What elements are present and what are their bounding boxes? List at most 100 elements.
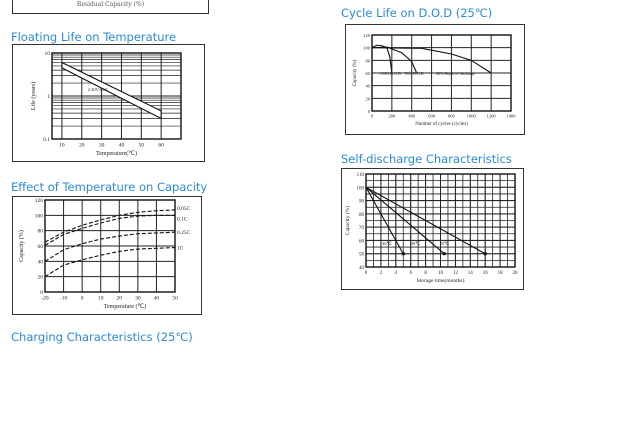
temp-series-line bbox=[44, 231, 176, 262]
cycle-life-title: Cycle Life on D.O.D (25℃) bbox=[341, 6, 493, 20]
floating-life-annotation: 2.30V/Cell bbox=[88, 87, 109, 92]
temp-series-line bbox=[44, 246, 176, 278]
temp-x-tick-label: 50 bbox=[172, 296, 178, 302]
temp-x-axis-label: Temperature (℃) bbox=[104, 303, 146, 310]
selfdis-x-tick-label: 16 bbox=[483, 271, 489, 276]
floating-y-tick-label: 10 bbox=[45, 51, 51, 57]
temp-y-tick-label: 40 bbox=[38, 259, 44, 265]
temp-y-tick-label: 80 bbox=[38, 229, 44, 235]
temp-series-label: 0.05C bbox=[177, 206, 191, 212]
selfdis-x-tick-label: 20 bbox=[513, 271, 519, 276]
cycle-x-tick-label: 200 bbox=[388, 114, 396, 119]
temp-y-tick-label: 60 bbox=[38, 244, 44, 250]
selfdis-x-axis-label: Storage time(months) bbox=[417, 277, 465, 284]
floating-x-tick-label: 10 bbox=[59, 143, 65, 149]
temp-series-label: 0.1C bbox=[177, 216, 188, 222]
floating-x-tick-label: 30 bbox=[99, 143, 105, 149]
cycle-y-tick-label: 20 bbox=[366, 96, 371, 101]
temp-series-label: 0.25C bbox=[177, 230, 191, 236]
temp-y-tick-label: 20 bbox=[38, 275, 44, 281]
cycle-x-tick-label: 1400 bbox=[507, 114, 517, 119]
floating-x-tick-label: 60 bbox=[158, 143, 164, 149]
temp-x-tick-label: 20 bbox=[117, 296, 123, 302]
floating-x-axis-label: Temperature(℃) bbox=[96, 150, 137, 157]
temp-x-tick-label: -20 bbox=[41, 296, 49, 302]
selfdis-series-label: 20℃ bbox=[439, 241, 450, 246]
temp-series-label: 1C bbox=[177, 246, 184, 252]
selfdis-x-tick-label: 14 bbox=[468, 271, 474, 276]
temp-series-line bbox=[44, 209, 176, 243]
cycle-series-label: 100% D.O.D bbox=[380, 71, 401, 76]
self-discharge-chart-box bbox=[341, 168, 524, 290]
selfdis-y-tick-label: 70 bbox=[359, 226, 365, 231]
temp-y-axis-label: Capacity (%) bbox=[18, 230, 25, 262]
cycle-x-tick-label: 800 bbox=[448, 114, 456, 119]
selfdis-y-tick-label: 110 bbox=[357, 173, 365, 178]
temp-y-tick-label: 120 bbox=[35, 198, 44, 204]
cycle-x-tick-label: 1200 bbox=[487, 114, 497, 119]
selfdis-series-label: 40℃ bbox=[382, 241, 393, 246]
selfdis-end-marker bbox=[442, 252, 446, 256]
selfdis-y-tick-label: 40 bbox=[359, 266, 365, 271]
cycle-x-tick-label: 0 bbox=[371, 114, 374, 119]
floating-x-tick-label: 20 bbox=[79, 143, 85, 149]
temp-series-line bbox=[44, 214, 175, 246]
selfdis-x-tick-label: 12 bbox=[453, 271, 459, 276]
cycle-x-tick-label: 400 bbox=[408, 114, 416, 119]
temp-x-tick-label: 0 bbox=[81, 296, 84, 302]
cycle-series-line bbox=[371, 47, 492, 74]
selfdis-series-line bbox=[365, 186, 486, 255]
cycle-y-axis-label: Capacity (%) bbox=[353, 59, 358, 86]
charging-characteristics-title: Charging Characteristics (25℃) bbox=[11, 330, 193, 344]
cycle-x-tick-label: 600 bbox=[428, 114, 436, 119]
temp-x-tick-label: 40 bbox=[154, 296, 160, 302]
self-discharge-title: Self-discharge Characteristics bbox=[341, 152, 512, 166]
selfdis-x-tick-label: 4 bbox=[395, 271, 398, 276]
residual-capacity-xlabel: Residual Capacity (%) bbox=[76, 1, 145, 8]
selfdis-x-tick-label: 10 bbox=[438, 271, 444, 276]
cycle-y-tick-label: 100 bbox=[363, 46, 371, 51]
selfdis-end-marker bbox=[483, 252, 487, 256]
selfdis-x-tick-label: 8 bbox=[424, 271, 427, 276]
cycle-series-line bbox=[371, 44, 393, 74]
cycle-y-tick-label: 0 bbox=[368, 109, 371, 114]
cycle-y-tick-label: 120 bbox=[363, 33, 371, 38]
temp-plot-frame bbox=[44, 199, 176, 293]
selfdis-x-tick-label: 0 bbox=[365, 271, 368, 276]
cycle-y-tick-label: 40 bbox=[366, 84, 371, 89]
selfdis-y-tick-label: 60 bbox=[359, 239, 365, 244]
residual-capacity-chart-box: Residual Capacity (%) bbox=[12, 0, 209, 14]
selfdis-y-axis-label: Capacity (%) bbox=[344, 206, 351, 235]
floating-x-tick-label: 50 bbox=[139, 143, 145, 149]
selfdis-plot-frame bbox=[365, 173, 516, 268]
floating-life-title: Floating Life on Temperature bbox=[11, 30, 177, 44]
cycle-x-tick-label: 1000 bbox=[467, 114, 477, 119]
temp-y-tick-label: 100 bbox=[35, 213, 44, 219]
cycle-series-label: 30% Depth of discharge bbox=[436, 71, 475, 76]
floating-y-tick-label: 0.1 bbox=[43, 137, 50, 143]
floating-y-axis-label: Life (years) bbox=[30, 82, 37, 110]
selfdis-series-line bbox=[365, 186, 445, 255]
temp-x-tick-label: 10 bbox=[98, 296, 104, 302]
selfdis-end-marker bbox=[401, 252, 405, 256]
temp-x-tick-label: -10 bbox=[60, 296, 68, 302]
cycle-life-chart-box bbox=[345, 24, 525, 135]
selfdis-y-tick-label: 80 bbox=[359, 213, 365, 218]
cycle-plot-frame bbox=[371, 34, 512, 112]
floating-plot-frame bbox=[51, 52, 182, 140]
selfdis-x-tick-label: 2 bbox=[380, 271, 383, 276]
cycle-y-tick-label: 80 bbox=[366, 58, 371, 63]
selfdis-x-tick-label: 6 bbox=[409, 271, 412, 276]
temp-y-tick-label: 0 bbox=[40, 290, 43, 296]
selfdis-y-tick-label: 90 bbox=[359, 200, 365, 205]
temperature-capacity-title: Effect of Temperature on Capacity bbox=[11, 180, 208, 194]
temp-x-tick-label: 30 bbox=[135, 296, 141, 302]
selfdis-series-label: 30℃ bbox=[411, 241, 422, 246]
cycle-x-axis-label: Number of cycles (cycles) bbox=[415, 122, 468, 127]
cycle-y-tick-label: 60 bbox=[366, 71, 371, 76]
selfdis-y-tick-label: 50 bbox=[359, 253, 365, 258]
cycle-series-label: 50% D.O.D bbox=[405, 71, 424, 76]
selfdis-y-tick-label: 100 bbox=[357, 186, 365, 191]
floating-x-tick-label: 40 bbox=[119, 143, 125, 149]
